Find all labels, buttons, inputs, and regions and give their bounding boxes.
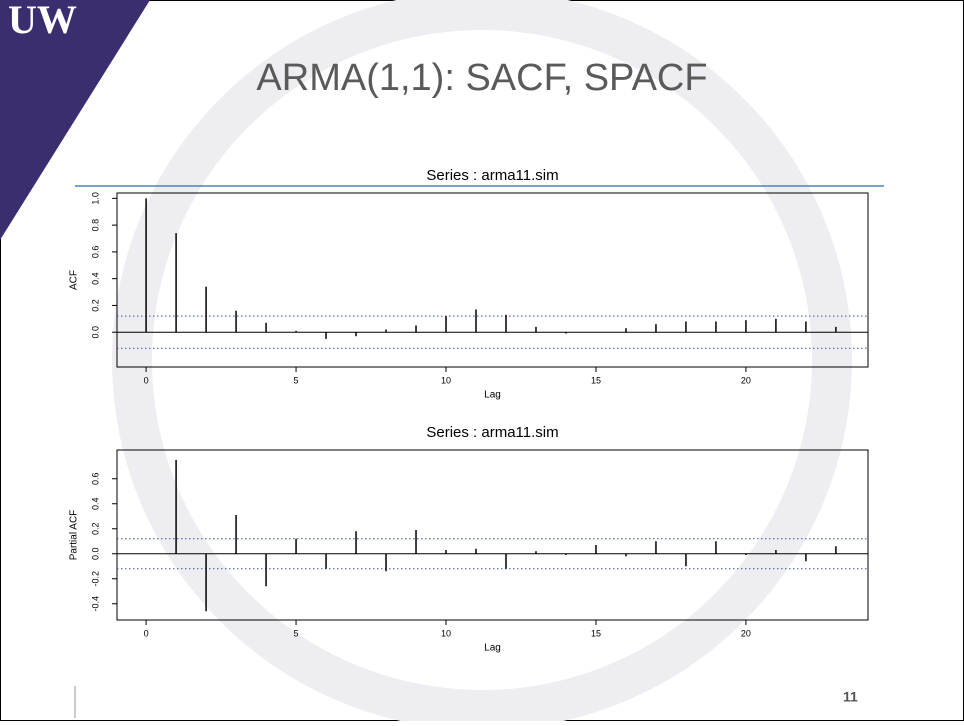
y-tick-label: 0.8 (90, 219, 100, 232)
logo: UW (8, 0, 77, 42)
chart-title: Series : arma11.sim (426, 424, 558, 441)
plot-frame (116, 192, 869, 368)
x-tick-label: 5 (294, 628, 299, 638)
x-tick-label: 0 (144, 375, 149, 385)
chart-title: Series : arma11.sim (426, 167, 558, 184)
slide-title: ARMA(1,1): SACF, SPACF (256, 57, 707, 99)
x-axis-label: Lag (484, 390, 501, 401)
y-axis-label: ACF (69, 270, 80, 290)
seal-watermark (112, 0, 852, 726)
y-axis-label: Partial ACF (69, 510, 80, 561)
logo-band (0, 0, 150, 240)
x-tick-label: 10 (441, 628, 451, 638)
x-tick-label: 5 (294, 375, 299, 385)
x-tick-label: 20 (741, 628, 751, 638)
y-tick-label: 0.4 (90, 272, 100, 285)
y-tick-label: 0.4 (90, 497, 100, 510)
y-tick-label: 0.0 (90, 547, 100, 560)
y-tick-label: 0.6 (90, 472, 100, 485)
x-tick-label: 0 (144, 628, 149, 638)
x-tick-label: 10 (441, 375, 451, 385)
y-tick-label: -0.4 (90, 596, 100, 612)
y-tick-label: 1.0 (90, 192, 100, 205)
y-tick-label: 0.6 (90, 246, 100, 259)
x-tick-label: 15 (591, 628, 601, 638)
x-axis-label: Lag (484, 643, 501, 654)
x-tick-label: 20 (741, 375, 751, 385)
y-tick-label: 0.2 (90, 299, 100, 312)
x-tick-label: 15 (591, 375, 601, 385)
plot-frame (116, 449, 869, 621)
y-tick-label: 0.2 (90, 522, 100, 535)
y-tick-label: 0.0 (90, 326, 100, 339)
page-number: 11 (843, 689, 858, 705)
y-tick-label: -0.2 (90, 571, 100, 587)
